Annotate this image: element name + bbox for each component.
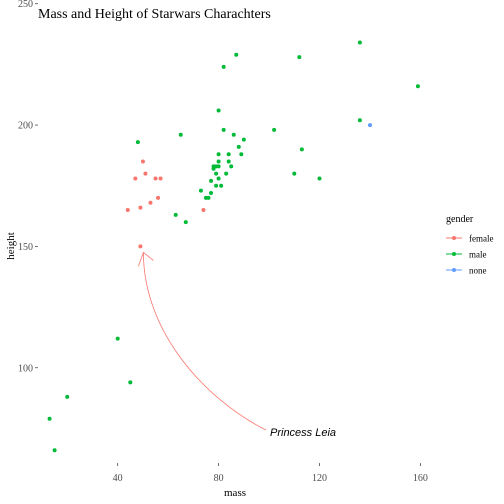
data-points [47,40,420,453]
data-point-male [135,140,140,145]
data-point-male [317,176,322,181]
data-point-male [47,416,52,421]
data-point-female [140,159,145,164]
y-tick-label: 100 [18,363,33,374]
data-point-female [201,208,206,213]
data-point-male [183,220,188,225]
data-point-male [209,191,214,196]
data-point-female [158,176,163,181]
data-point-male [234,52,239,57]
data-point-female [156,195,161,200]
x-tick-label: 160 [413,473,428,484]
y-axis-label: height [5,232,17,260]
legend-label-male: male [469,250,487,260]
legend-title: gender [446,214,474,225]
annotation-label: Princess Leia [270,427,336,439]
data-point-male [209,178,214,183]
annotation-arrow-head [138,251,154,267]
data-point-male [231,132,236,137]
data-point-male [357,118,362,123]
data-point-male [415,84,420,89]
data-point-female [153,176,158,181]
x-tick-label: 40 [113,473,123,484]
data-point-male [216,159,221,164]
data-point-male [299,147,304,152]
data-point-male [198,188,203,193]
data-point-male [236,144,241,149]
chart-title: Mass and Height of Starwars Charachters [38,7,271,22]
y-tick-label: 150 [18,242,33,253]
data-point-male [241,137,246,142]
data-point-female [138,205,143,210]
data-point-male [229,164,234,169]
data-point-male [216,164,221,169]
legend-label-none: none [469,266,487,276]
x-tick-label: 80 [214,473,224,484]
x-axis: 40 80 120 160 [113,463,428,484]
x-tick-label: 120 [312,473,327,484]
annotation: Princess Leia [138,251,336,439]
data-point-female [143,171,148,176]
annotation-arrow-curve [142,252,267,431]
data-point-female [125,208,130,213]
legend-key-point [452,252,456,256]
data-point-male [214,171,219,176]
data-point-male [239,152,244,157]
data-point-male [219,183,224,188]
y-axis: 100 150 200 250 [18,0,38,374]
data-point-male [292,171,297,176]
data-point-male [52,448,57,453]
legend-label-female: female [469,234,493,244]
data-point-male [216,176,221,181]
x-axis-label: mass [224,487,246,499]
data-point-male [272,127,277,132]
data-point-male [216,108,221,113]
data-point-female [133,176,138,181]
data-point-male [216,152,221,157]
legend: gender female male none [446,214,493,276]
data-point-male [221,64,226,69]
data-point-male [115,336,120,341]
y-tick-label: 200 [18,121,33,132]
data-point-male [214,183,219,188]
data-point-male [226,152,231,157]
data-point-male [206,195,211,200]
legend-key-point [452,268,456,272]
data-point-male [178,132,183,137]
data-point-male [357,40,362,45]
data-point-male [221,127,226,132]
data-point-male [297,55,302,60]
data-point-male [65,394,70,399]
y-tick-label: 250 [18,0,33,10]
data-point-male [173,212,178,217]
data-point-male [226,159,231,164]
data-point-male [128,380,133,385]
data-point-none [367,123,372,128]
data-point-male [224,171,229,176]
legend-key-point [452,236,456,240]
data-point-female [148,200,153,205]
data-point-female [138,244,143,249]
